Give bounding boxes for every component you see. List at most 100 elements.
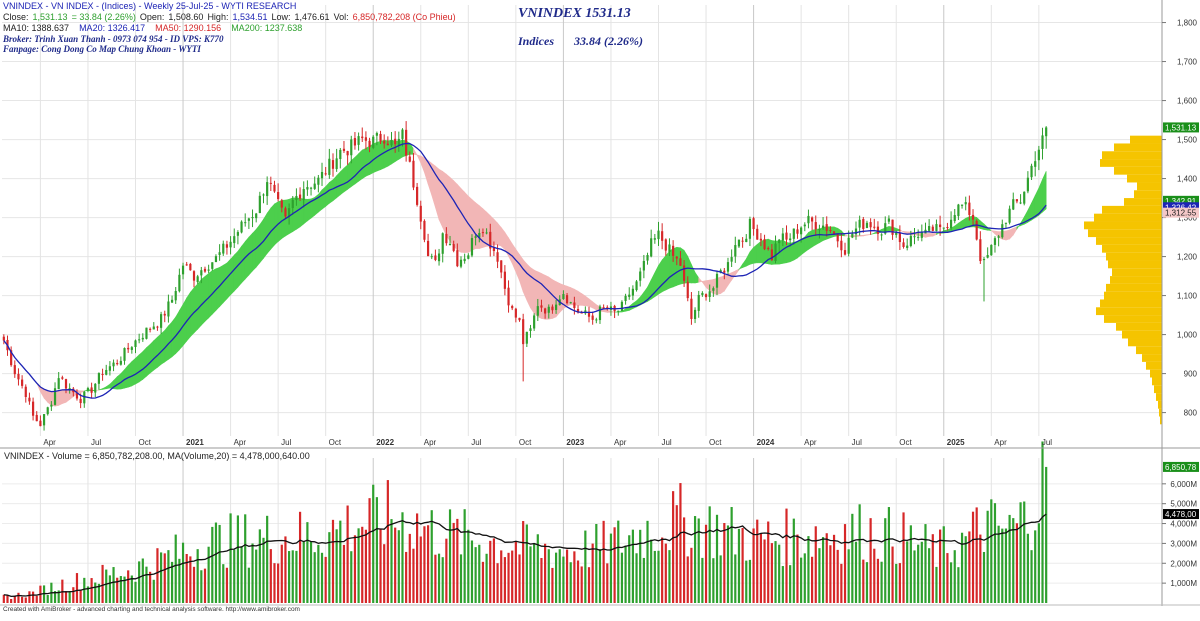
volume-bar-up — [321, 553, 323, 603]
candle-down — [164, 314, 166, 316]
candle-up — [438, 254, 440, 262]
candle-down — [383, 141, 385, 143]
volume-bar-down — [581, 566, 583, 603]
candle-down — [511, 306, 513, 308]
volume-bar-down — [522, 521, 524, 603]
volume-bar-up — [314, 552, 316, 603]
candle-down — [412, 161, 414, 188]
volume-bar-down — [891, 547, 893, 603]
price-tick-label: 1,400 — [1177, 175, 1198, 184]
candle-up — [548, 307, 550, 313]
price-tick-label: 800 — [1184, 409, 1198, 418]
candle-up — [917, 237, 919, 238]
price-tag-label: 1,312.55 — [1165, 209, 1197, 218]
volume-bar-up — [749, 560, 751, 603]
candle-up — [321, 172, 323, 178]
candle-up — [208, 270, 210, 271]
candle-down — [1016, 199, 1018, 201]
volume-bar-up — [478, 545, 480, 603]
candle-down — [434, 255, 436, 259]
candle-down — [456, 250, 458, 266]
volume-bar-down — [551, 568, 553, 603]
volume-bar-up — [917, 545, 919, 603]
ma-band-bullish — [198, 280, 202, 330]
volume-bar-down — [588, 567, 590, 603]
volume-bar-down — [870, 518, 872, 603]
candle-down — [705, 294, 707, 297]
volume-profile-bar — [1130, 136, 1162, 144]
volume-bar-down — [420, 536, 422, 603]
volume-bar-down — [361, 527, 363, 603]
volume-profile-bar — [1137, 182, 1162, 190]
volume-bar-up — [398, 530, 400, 603]
close-change: = 33.84 (2.26%) — [72, 12, 136, 22]
volume-bar-down — [661, 538, 663, 603]
candle-up — [782, 233, 784, 240]
volume-bar-down — [21, 597, 23, 603]
volume-bar-down — [409, 534, 411, 603]
volume-bar-up — [851, 514, 853, 603]
volume-bar-down — [423, 526, 425, 603]
ma-band-bullish — [340, 168, 344, 195]
candle-up — [624, 296, 626, 301]
volume-bar-up — [336, 529, 338, 603]
candle-down — [544, 308, 546, 313]
ma-band-bullish — [201, 277, 205, 326]
candle-up — [698, 295, 700, 311]
volume-bar-up — [295, 551, 297, 603]
candle-up — [731, 257, 733, 262]
volume-profile-bar — [1116, 323, 1162, 331]
candle-up — [314, 184, 316, 189]
volume-tag-label: 4,478,00 — [1165, 510, 1197, 519]
candle-up — [460, 260, 462, 267]
volume-bar-up — [1012, 518, 1014, 603]
candle-up — [398, 139, 400, 146]
volume-bar-down — [10, 599, 12, 603]
volume-bar-down — [164, 553, 166, 603]
ma-band-bearish — [457, 184, 461, 252]
volume-bar-up — [650, 540, 652, 603]
candle-up — [145, 328, 147, 339]
candle-down — [28, 398, 30, 402]
candle-up — [851, 234, 853, 238]
volume-bar-up — [595, 524, 597, 603]
volume-bar-up — [233, 550, 235, 603]
ma-band-bullish — [666, 251, 670, 290]
time-tick-label: Apr — [804, 438, 817, 447]
volume-bar-up — [1019, 502, 1021, 603]
volume-bar-down — [445, 539, 447, 603]
indices-change: 33.84 (2.26%) — [574, 34, 643, 49]
volume-bar-up — [804, 553, 806, 603]
candle-down — [427, 241, 429, 256]
ma-band-bearish — [925, 233, 929, 237]
volume-bar-down — [833, 535, 835, 603]
ma-band-bullish — [296, 198, 300, 229]
candle-up — [639, 271, 641, 280]
ma-band-bearish — [527, 264, 531, 308]
volume-bar-up — [884, 518, 886, 603]
volume-bar-up — [632, 530, 634, 603]
ma-band-bullish — [754, 244, 758, 263]
candle-down — [416, 187, 418, 205]
candle-up — [178, 275, 180, 291]
volume-bar-up — [259, 529, 261, 603]
volume-bar-up — [138, 561, 140, 603]
candle-down — [826, 224, 828, 231]
volume-bar-up — [793, 519, 795, 603]
volume-bar-down — [270, 549, 272, 603]
volume-bar-up — [145, 567, 147, 603]
candle-up — [778, 240, 780, 243]
candle-down — [972, 215, 974, 220]
candle-up — [105, 370, 107, 375]
candle-up — [646, 255, 648, 261]
volume-bar-down — [394, 528, 396, 603]
candle-up — [888, 218, 890, 221]
volume-bar-up — [69, 591, 71, 603]
volume-bar-down — [785, 509, 787, 603]
candle-down — [760, 239, 762, 241]
candle-up — [262, 194, 264, 195]
volume-bar-up — [965, 536, 967, 603]
volume-bar-down — [32, 592, 34, 603]
candle-up — [668, 244, 670, 252]
